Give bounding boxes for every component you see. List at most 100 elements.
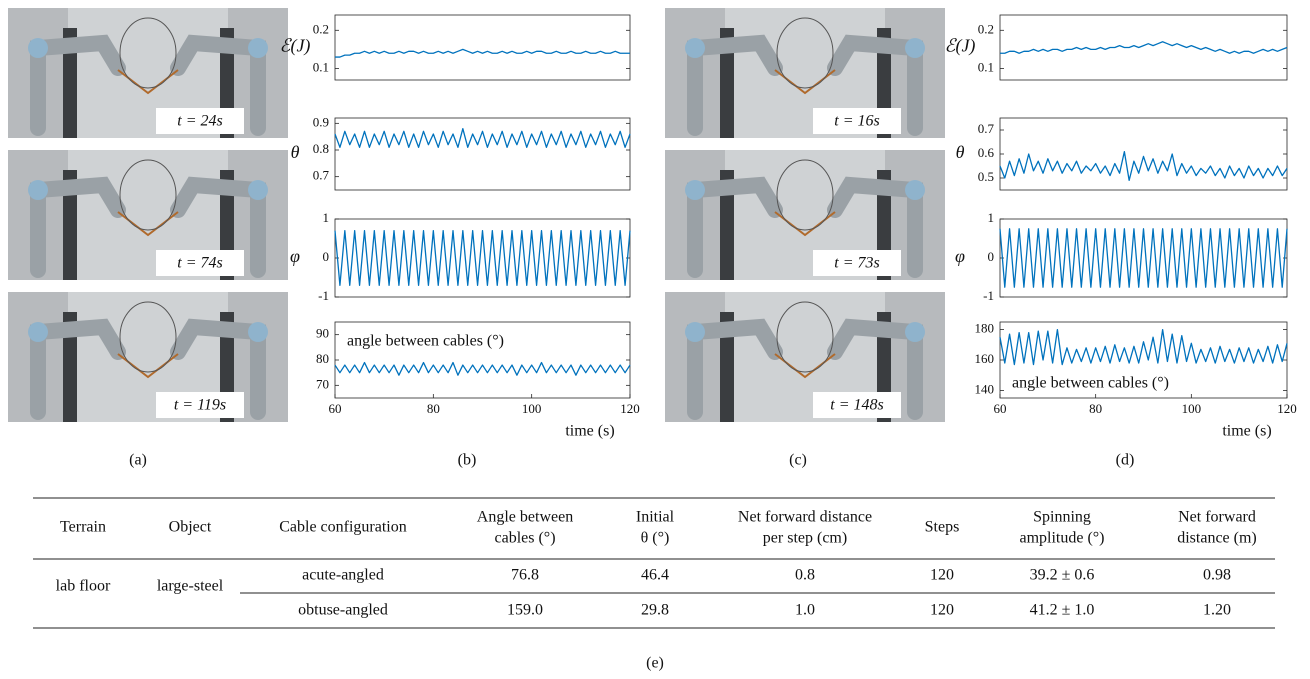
x-tick-label: 80 [427,401,440,416]
plot-frame [335,118,630,190]
y-tick-label: 70 [316,376,329,391]
photo: t = 73s [665,150,945,280]
panel-label: (c) [789,452,807,469]
plot-frame [335,15,630,80]
y-tick-label: 0.7 [313,168,330,183]
photo-caption: t = 73s [834,255,879,272]
table-cell: 29.8 [641,602,669,619]
photo-caption: t = 119s [174,397,226,414]
robot-joint [248,38,268,58]
photo-caption: t = 24s [177,113,222,130]
table-cell: 0.8 [795,567,815,584]
table-cell: large-steel [157,578,224,595]
table-cell: 159.0 [507,602,543,619]
photo: t = 148s [665,292,945,422]
table-header: Terrain [60,519,106,536]
x-axis-label: time (s) [565,423,614,440]
y-tick-label: 80 [316,351,329,366]
y-axis-label: ℰ(J) [280,36,311,57]
photo-caption: t = 148s [830,397,883,414]
y-tick-label: 1 [988,210,995,225]
table-header: amplitude (°) [1019,530,1104,547]
y-axis-label: θ [291,142,300,162]
y-tick-label: 0.2 [313,21,329,36]
plot-frame [1000,15,1287,80]
robot-joint [248,322,268,342]
y-tick-label: 1 [323,210,330,225]
table-header: Initial [636,509,675,526]
table-header: Cable configuration [279,519,407,536]
robot-joint [28,180,48,200]
photo: t = 24s [8,8,288,138]
y-axis-label: θ [956,142,965,162]
robot-joint [905,180,925,200]
page: { "photos": { "a": ["t = 24s", "t = 74s"… [0,0,1310,679]
table-cell: obtuse-angled [298,602,388,619]
robot-joint [685,322,705,342]
y-tick-label: 90 [316,326,329,341]
table-cell: 1.0 [795,602,815,619]
x-tick-label: 120 [1277,401,1297,416]
photo: t = 74s [8,150,288,280]
x-tick-label: 60 [994,401,1007,416]
y-tick-label: 0.5 [978,169,994,184]
y-tick-label: 0.6 [978,145,995,160]
y-tick-label: -1 [318,288,329,303]
panel-label: (a) [129,452,147,469]
table-header: Net forward distance [738,509,872,526]
y-tick-label: 0.7 [978,121,995,136]
table-header: Angle between [477,509,573,526]
table-cell: lab floor [56,578,111,595]
robot-joint [248,180,268,200]
x-tick-label: 120 [620,401,640,416]
annotation: angle between cables (°) [347,333,504,350]
y-tick-label: -1 [983,288,994,303]
photo-caption: t = 16s [834,113,879,130]
table-cell: 76.8 [511,567,539,584]
panel-label: (e) [646,655,664,672]
table-header: per step (cm) [763,530,847,547]
photo: t = 119s [8,292,288,422]
x-tick-label: 100 [1182,401,1202,416]
table-cell: 41.2 ± 1.0 [1030,602,1095,619]
table-header: Spinning [1033,509,1091,526]
robot-joint [905,322,925,342]
table-header: θ (°) [641,530,670,547]
table-cell: 46.4 [641,567,669,584]
robot-joint [685,180,705,200]
y-tick-label: 160 [975,351,995,366]
y-tick-label: 0.9 [313,114,329,129]
table-header: distance (m) [1177,530,1257,547]
panel-label: (d) [1116,452,1135,469]
y-tick-label: 0.1 [313,60,329,75]
y-axis-label: φ [290,246,300,266]
robot-joint [905,38,925,58]
photo-caption: t = 74s [177,255,222,272]
y-tick-label: 0.8 [313,141,329,156]
table-cell: 1.20 [1203,602,1231,619]
y-axis-label: ℰ(J) [945,36,976,57]
x-axis-label: time (s) [1222,423,1271,440]
y-tick-label: 0 [988,249,995,264]
table-cell: 120 [930,602,954,619]
y-tick-label: 0.1 [978,60,994,75]
table-header: Object [169,519,212,536]
table-header: Steps [925,519,960,536]
table-header: cables (°) [494,530,555,547]
photo: t = 16s [665,8,945,138]
x-tick-label: 100 [522,401,542,416]
robot-joint [28,38,48,58]
y-tick-label: 0 [323,249,330,264]
x-tick-label: 60 [329,401,342,416]
y-tick-label: 140 [975,381,995,396]
plot-frame [1000,118,1287,190]
y-tick-label: 180 [975,321,995,336]
table-cell: 0.98 [1203,567,1231,584]
y-tick-label: 0.2 [978,21,994,36]
x-tick-label: 80 [1089,401,1102,416]
table-cell: acute-angled [302,567,384,584]
table-header: Net forward [1178,509,1256,526]
robot-joint [28,322,48,342]
table-cell: 39.2 ± 0.6 [1030,567,1095,584]
table-cell: 120 [930,567,954,584]
